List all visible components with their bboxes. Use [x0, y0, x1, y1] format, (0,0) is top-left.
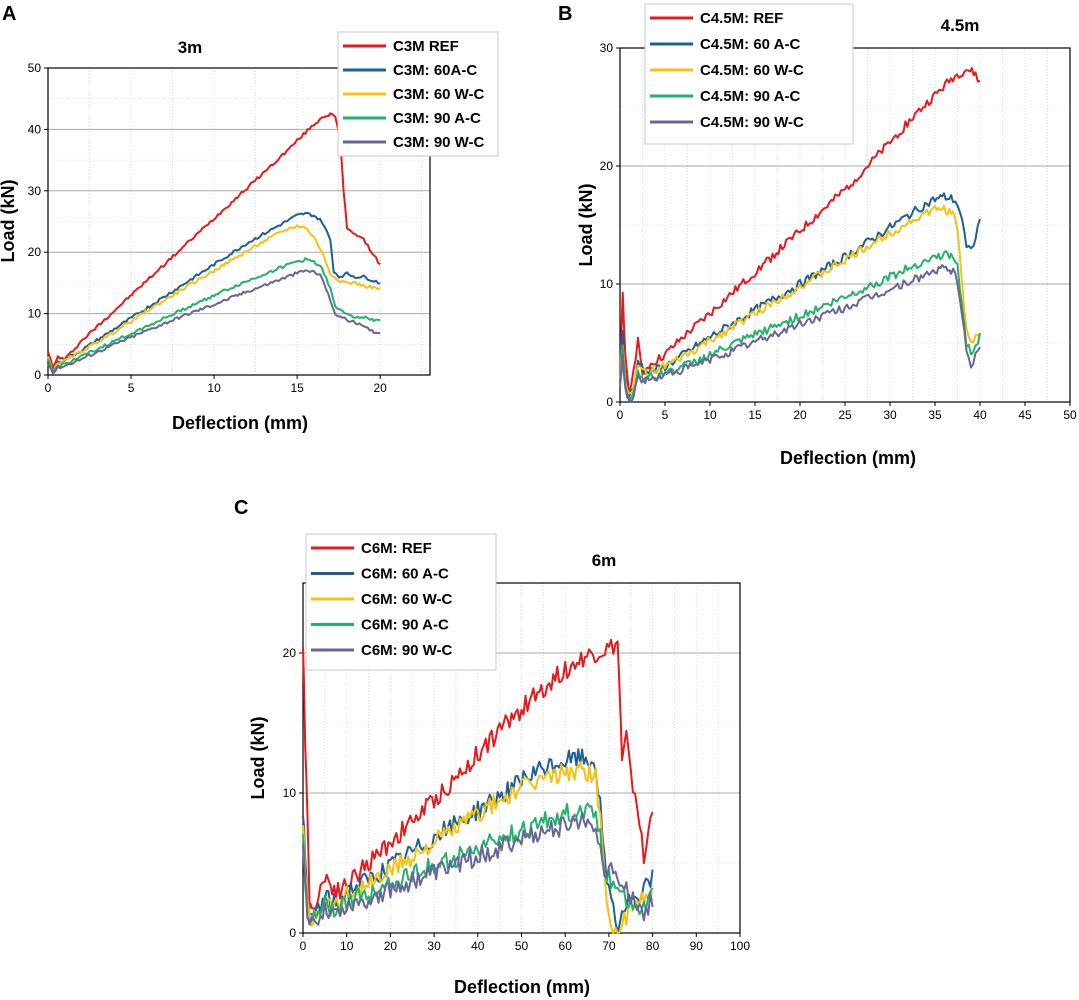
panel-label-c: C	[234, 497, 248, 519]
y-tick-label: 0	[34, 368, 41, 382]
x-tick-label: 15	[290, 381, 304, 395]
legend-box	[305, 533, 497, 671]
y-axis-label: Load (kN)	[576, 183, 596, 266]
y-tick-label: 10	[28, 307, 42, 321]
y-tick-label: 10	[283, 786, 297, 800]
panel-label-a: A	[2, 3, 16, 25]
y-tick-label: 20	[283, 646, 297, 660]
series-line-1	[47, 211, 381, 374]
x-tick-label: 90	[690, 939, 704, 953]
x-tick-label: 50	[515, 939, 529, 953]
x-tick-label: 10	[207, 381, 221, 395]
series-line-2	[47, 224, 381, 375]
series-line-0	[302, 638, 654, 910]
series-line-0	[47, 112, 381, 370]
legend-label-0: C6M: REF	[361, 540, 432, 557]
chart-title: 4.5m	[941, 16, 980, 35]
legend-label-4: C6M: 90 W-C	[361, 642, 453, 659]
x-tick-label: 0	[300, 939, 307, 953]
y-tick-label: 30	[28, 184, 42, 198]
y-tick-label: 20	[28, 245, 42, 259]
series-line-4	[302, 811, 654, 926]
x-tick-label: 60	[559, 939, 573, 953]
legend-label-2: C3M: 60 W-C	[393, 86, 485, 103]
legend-label-3: C4.5M: 90 A-C	[700, 88, 800, 105]
y-tick-label: 40	[28, 122, 42, 136]
legend-label-1: C3M: 60A-C	[393, 62, 477, 79]
x-tick-label: 5	[128, 381, 135, 395]
chart-panel-b: 0 5 10 15 20 25 30 35 40 45 50 0 10 20 30 4.5m Deflectio…	[576, 3, 1077, 468]
chart-panel-c: 0 10 20 30 40 50 60 70 80 90 100 0 10 20 6m Deflection …	[248, 533, 750, 997]
x-tick-label: 35	[928, 408, 942, 422]
series-line-2	[619, 204, 981, 395]
legend-label-4: C4.5M: 90 W-C	[700, 114, 804, 131]
x-tick-label: 30	[883, 408, 897, 422]
x-tick-label: 0	[45, 381, 52, 395]
x-tick-label: 10	[703, 408, 717, 422]
x-tick-label: 15	[748, 408, 762, 422]
legend-label-3: C3M: 90 A-C	[393, 110, 481, 127]
x-axis-label: Deflection (mm)	[454, 977, 590, 997]
series-line-4	[619, 264, 981, 403]
panel-label-b: B	[558, 3, 572, 25]
x-tick-label: 80	[646, 939, 660, 953]
plot-frame	[47, 67, 431, 376]
legend-label-0: C3M REF	[393, 38, 459, 55]
legend-label-1: C4.5M: 60 A-C	[700, 36, 800, 53]
x-tick-label: 40	[973, 408, 987, 422]
x-tick-label: 50	[1063, 408, 1077, 422]
x-tick-label: 100	[730, 939, 750, 953]
x-axis-label: Deflection (mm)	[172, 413, 308, 433]
chart-title: 3m	[178, 38, 203, 57]
series-line-3	[302, 802, 654, 923]
series-line-4	[47, 269, 381, 375]
x-tick-label: 20	[384, 939, 398, 953]
legend-label-2: C6M: 60 W-C	[361, 591, 453, 608]
legend-label-0: C4.5M: REF	[700, 10, 783, 27]
x-tick-label: 0	[617, 408, 624, 422]
x-tick-label: 5	[662, 408, 669, 422]
y-tick-label: 0	[289, 926, 296, 940]
x-tick-label: 40	[471, 939, 485, 953]
x-tick-label: 25	[838, 408, 852, 422]
x-tick-label: 70	[602, 939, 616, 953]
series-line-3	[619, 250, 981, 402]
x-tick-label: 10	[340, 939, 354, 953]
legend-label-4: C3M: 90 W-C	[393, 134, 485, 151]
legend-box	[337, 31, 499, 157]
y-tick-label: 0	[606, 395, 613, 409]
x-tick-label: 30	[427, 939, 441, 953]
legend-label-2: C4.5M: 60 W-C	[700, 62, 804, 79]
y-axis-label: Load (kN)	[0, 179, 18, 262]
y-axis-label: Load (kN)	[248, 716, 268, 799]
series-line-3	[47, 257, 381, 373]
x-tick-label: 20	[373, 381, 387, 395]
series-line-0	[619, 67, 981, 396]
chart-title: 6m	[592, 551, 617, 570]
y-tick-label: 20	[600, 159, 614, 173]
legend-label-3: C6M: 90 A-C	[361, 617, 449, 634]
x-tick-label: 20	[793, 408, 807, 422]
y-tick-label: 30	[600, 41, 614, 55]
x-tick-label: 45	[1018, 408, 1032, 422]
y-tick-label: 50	[28, 61, 42, 75]
chart-panel-a: 0 5 10 15 20 0 10 20 30 40 50 3m Deflection (mm) Load…	[0, 31, 499, 433]
y-tick-label: 10	[600, 277, 614, 291]
x-axis-label: Deflection (mm)	[780, 448, 916, 468]
legend-label-1: C6M: 60 A-C	[361, 566, 449, 583]
